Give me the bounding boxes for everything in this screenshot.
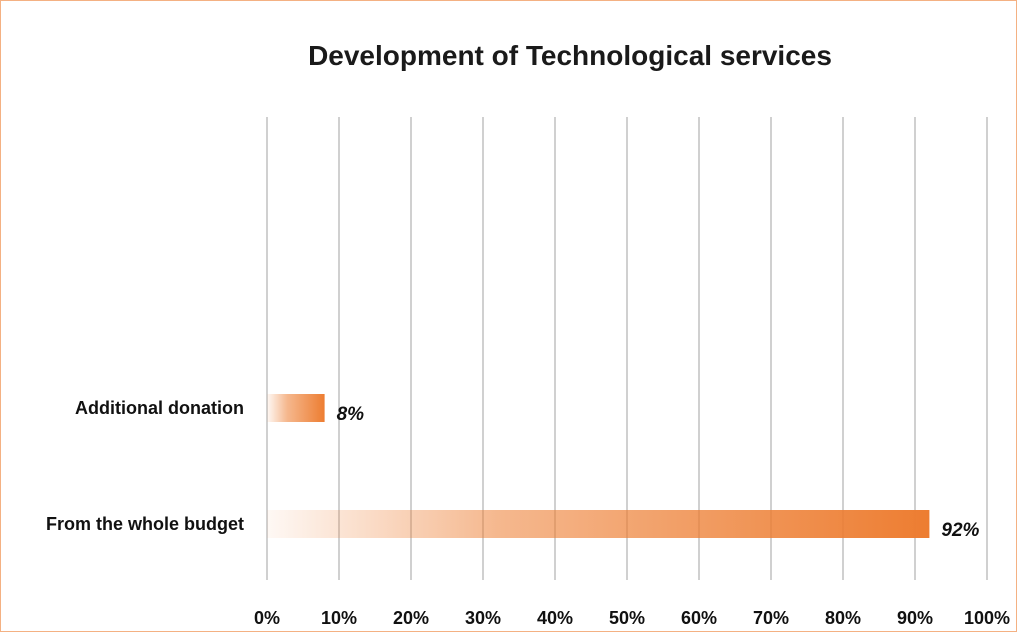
x-tick-label: 10% [321,608,357,628]
x-tick-label: 80% [825,608,861,628]
category-label: Additional donation [75,398,244,418]
x-tick-label: 30% [465,608,501,628]
bar [267,394,325,422]
category-label: From the whole budget [46,514,244,534]
x-tick-label: 20% [393,608,429,628]
x-tick-label: 100% [964,608,1010,628]
x-tick-label: 70% [753,608,789,628]
x-tick-label: 60% [681,608,717,628]
x-tick-label: 0% [254,608,280,628]
x-tick-label: 40% [537,608,573,628]
bar [267,510,930,538]
data-label: 92% [941,520,979,541]
x-tick-label: 90% [897,608,933,628]
x-tick-label: 50% [609,608,645,628]
chart-title: Development of Technological services [308,40,832,71]
data-label: 8% [337,404,365,425]
